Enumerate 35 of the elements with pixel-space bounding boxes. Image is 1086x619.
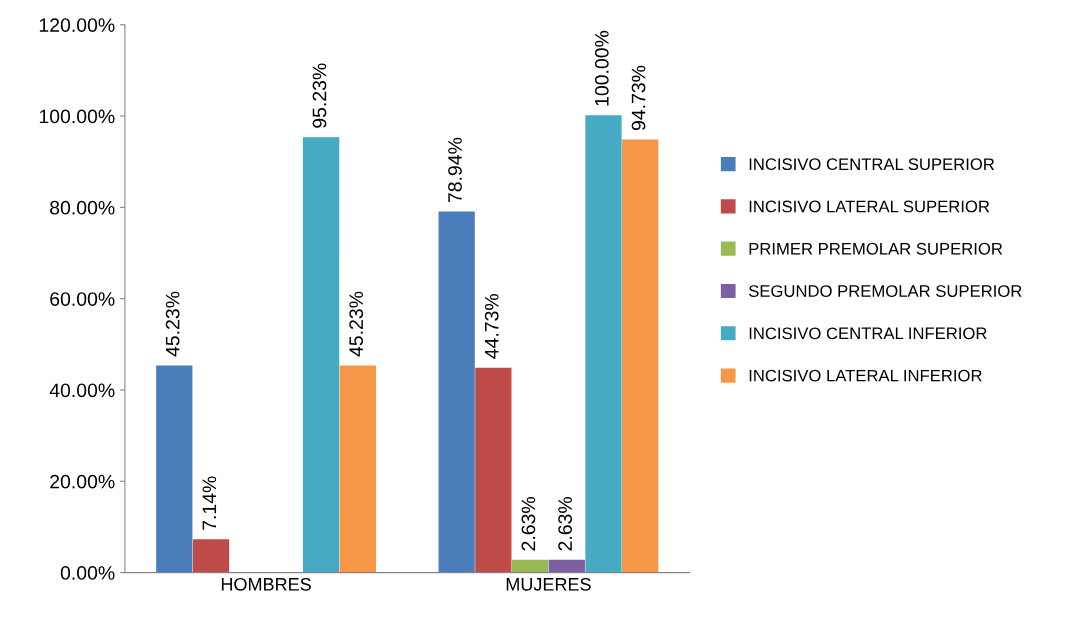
data-label: 78.94% (448, 137, 462, 203)
legend-label: INCISIVO LATERAL SUPERIOR (749, 200, 990, 213)
bar (511, 559, 549, 573)
data-label: 95.23% (312, 63, 327, 128)
data-label: 7.14% (202, 476, 217, 530)
y-tick-label: 60.00% (50, 292, 115, 306)
bar (438, 211, 475, 573)
bar (548, 559, 585, 573)
bar (192, 539, 230, 573)
bar (302, 137, 340, 573)
data-label: 2.63% (521, 497, 536, 551)
bar (339, 365, 376, 573)
y-tick-label: 100.00% (39, 109, 115, 124)
legend-label: INCISIVO CENTRAL INFERIOR (749, 327, 987, 340)
x-tick-label: HOMBRES (221, 577, 311, 591)
y-tick-label: 120.00% (39, 18, 115, 32)
y-tick-label: 20.00% (50, 474, 115, 489)
bar (585, 115, 622, 573)
bar (475, 367, 512, 573)
bar (156, 365, 193, 573)
data-label: 2.63% (558, 497, 572, 551)
legend-label: INCISIVO LATERAL INFERIOR (749, 369, 982, 382)
data-label: 45.23% (349, 291, 364, 357)
legend-label: INCISIVO CENTRAL SUPERIOR (749, 158, 995, 171)
y-tick-label: 0.00% (60, 566, 115, 580)
bar (622, 139, 659, 573)
y-tick-label: 80.00% (50, 200, 115, 215)
legend-label: PRIMER PREMOLAR SUPERIOR (749, 242, 1003, 255)
x-tick-label: MUJERES (506, 577, 591, 591)
data-label: 94.73% (631, 65, 646, 131)
data-label: 45.23% (165, 291, 180, 357)
data-label: 100.00% (594, 30, 609, 106)
data-label: 44.73% (484, 293, 499, 359)
legend-label: SEGUNDO PREMOLAR SUPERIOR (748, 285, 1022, 297)
y-tick-label: 40.00% (49, 383, 115, 398)
